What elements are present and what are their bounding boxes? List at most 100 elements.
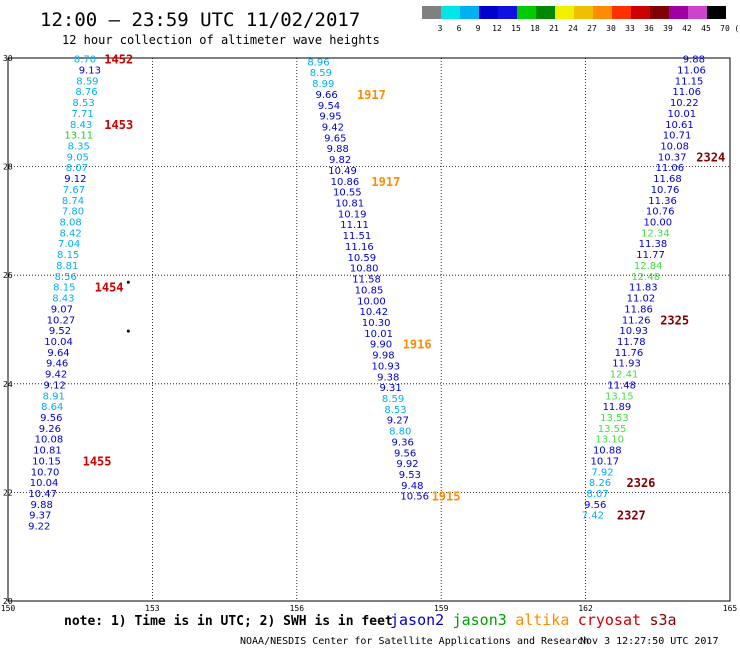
wave-height-point: 10.01 <box>668 109 697 120</box>
y-tick-label: 22 <box>3 488 13 497</box>
scale-swatch <box>669 6 688 19</box>
scale-swatch <box>650 6 669 19</box>
plot-frame <box>7 57 731 602</box>
wave-height-point: 13.53 <box>600 413 629 424</box>
wave-height-point: 10.85 <box>355 285 384 296</box>
wave-height-point: 10.56 <box>400 492 429 503</box>
wave-height-point: 11.48 <box>607 380 636 391</box>
wave-height-point: 7.04 <box>58 239 80 250</box>
y-tick-label: 30 <box>3 54 13 63</box>
wave-height-point: 9.95 <box>319 112 341 123</box>
scale-swatch <box>593 6 612 19</box>
scale-label: 36 <box>644 24 654 33</box>
wave-height-point: 8.08 <box>59 218 81 229</box>
wave-height-point: 10.49 <box>328 166 357 177</box>
wave-height-point: 10.08 <box>660 142 689 153</box>
wave-height-point: 11.06 <box>656 163 685 174</box>
wave-height-point: 10.08 <box>35 435 64 446</box>
wave-height-point: 9.53 <box>399 470 421 481</box>
wave-height-point: 11.83 <box>629 283 658 294</box>
scale-swatch <box>479 6 498 19</box>
time-labels: 1452 1453 1454 1455 1917 1917 1916 1915 2324 2325… <box>83 53 726 523</box>
pass-time-label: 2327 <box>617 509 646 523</box>
wave-height-point: 9.56 <box>584 500 606 511</box>
wave-height-point: 10.00 <box>643 218 672 229</box>
wave-height-point: 9.12 <box>64 174 86 185</box>
pass-time-label: 1455 <box>83 454 112 468</box>
wave-height-point: 13.55 <box>598 424 627 435</box>
wave-height-point: 8.07 <box>66 163 88 174</box>
legend-jason3: jason3 <box>453 611 507 629</box>
wave-height-point: 9.31 <box>380 383 402 394</box>
wave-height-point: 11.06 <box>677 65 706 76</box>
wave-height-point: 8.70 <box>74 55 96 66</box>
wave-height-point: 7.92 <box>591 467 613 478</box>
wave-height-point: 10.30 <box>362 318 391 329</box>
wave-height-point: 8.74 <box>62 196 84 207</box>
scale-label: 42 <box>682 24 692 33</box>
dot-marker <box>126 329 130 333</box>
wave-height-point: 9.05 <box>67 152 89 163</box>
wave-height-point: 8.35 <box>68 142 90 153</box>
wave-height-point: 9.12 <box>44 380 66 391</box>
wave-height-point: 9.98 <box>372 351 394 362</box>
x-tick-label: 156 <box>290 604 305 613</box>
wave-height-point: 7.80 <box>62 207 84 218</box>
wave-height-point: 8.80 <box>389 427 411 438</box>
wave-height-point: 11.51 <box>343 231 372 242</box>
wave-height-point: 10.93 <box>619 326 648 337</box>
pass-time-label: 1917 <box>371 175 400 189</box>
scale-label: 18 <box>530 24 540 33</box>
pass-time-label: 2326 <box>627 476 656 490</box>
pass-time-label: 2325 <box>660 313 689 327</box>
scale-label: 30 <box>606 24 616 33</box>
wave-height-point: 10.93 <box>372 361 401 372</box>
y-tick-label: 20 <box>3 597 13 606</box>
wave-height-point: 11.76 <box>615 348 644 359</box>
x-tick-label: 165 <box>723 604 738 613</box>
wave-height-point: 9.66 <box>316 90 338 101</box>
scale-swatch <box>422 6 441 19</box>
wave-height-point: 7.67 <box>63 185 85 196</box>
wave-height-point: 10.27 <box>47 315 76 326</box>
wave-height-point: 10.04 <box>44 337 73 348</box>
wave-height-point: 10.71 <box>663 131 692 142</box>
wave-height-point: 10.76 <box>651 185 680 196</box>
wave-height-point: 9.37 <box>29 511 51 522</box>
wave-height-point: 12.34 <box>641 228 670 239</box>
wave-height-point: 8.26 <box>589 478 611 489</box>
scale-label: 24 <box>568 24 578 33</box>
dot-markers <box>126 280 130 333</box>
wave-height-point: 11.68 <box>653 174 682 185</box>
wave-height-point: 8.59 <box>76 76 98 87</box>
wave-height-point: 10.17 <box>591 456 620 467</box>
wave-height-point: 8.15 <box>57 250 79 261</box>
scale-label: 33 <box>625 24 635 33</box>
y-tick-label: 28 <box>3 163 13 172</box>
wave-height-point: 9.82 <box>329 155 351 166</box>
scale-label: 70 <box>720 24 730 33</box>
wave-height-point: 8.81 <box>56 261 78 272</box>
wave-height-point: 8.53 <box>72 98 94 109</box>
wave-height-point: 12.84 <box>634 261 663 272</box>
wave-height-point: 13.10 <box>595 435 624 446</box>
wave-height-point: 10.80 <box>350 264 379 275</box>
scale-label: (ft) <box>734 24 740 33</box>
wave-height-point: 11.06 <box>672 87 701 98</box>
wave-height-point: 9.88 <box>31 500 53 511</box>
x-tick-label: 162 <box>578 604 593 613</box>
wave-height-point: 11.78 <box>617 337 646 348</box>
x-tick-labels: 150 153 156 159 162 165 <box>1 604 738 613</box>
wave-height-point: 8.53 <box>384 405 406 416</box>
wave-height-point: 9.88 <box>683 55 705 66</box>
wave-height-point: 9.42 <box>322 123 344 134</box>
wave-height-point: 10.15 <box>32 456 61 467</box>
wave-height-point: 11.36 <box>648 196 677 207</box>
wave-height-point: 8.76 <box>75 87 97 98</box>
wave-height-point: 9.27 <box>387 416 409 427</box>
pass-time-label: 1915 <box>432 490 461 504</box>
scale-swatch <box>612 6 631 19</box>
wave-height-point: 9.36 <box>392 437 414 448</box>
wave-height-point: 10.01 <box>364 329 393 340</box>
wave-height-point: 10.19 <box>338 209 367 220</box>
